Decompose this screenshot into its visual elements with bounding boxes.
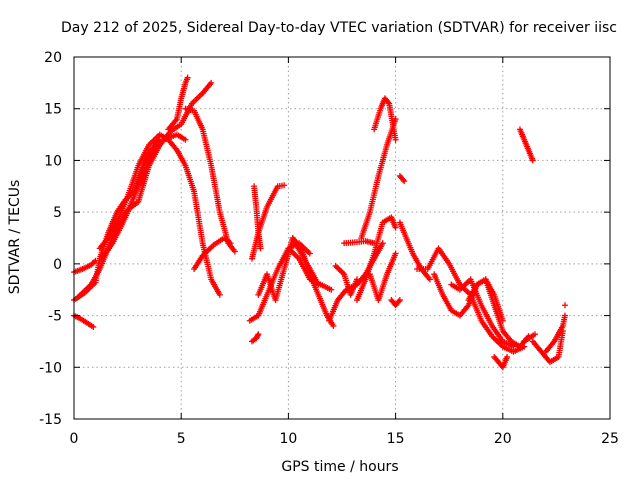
series-track-06 [98, 131, 189, 262]
data-point [504, 353, 511, 360]
data-point [91, 259, 98, 266]
plot-frame [73, 56, 611, 420]
series-track-19 [332, 262, 361, 298]
data-point [336, 267, 343, 274]
series-track-28 [431, 271, 506, 324]
data-point [333, 264, 340, 271]
data-point [315, 281, 322, 288]
data-point [400, 176, 407, 183]
y-tick-label: -10 [39, 360, 62, 376]
x-tick-label: 25 [601, 431, 619, 447]
y-tick-label: 20 [44, 50, 62, 66]
data-point [561, 302, 568, 309]
data-point [332, 262, 339, 269]
series-track-10 [248, 182, 288, 262]
series-track-07 [165, 74, 191, 133]
series-track-14 [255, 235, 337, 329]
data-point [184, 74, 191, 81]
data-point [216, 291, 223, 298]
data-point [257, 245, 264, 252]
y-tick-label: -15 [39, 412, 62, 428]
x-tick-label: 20 [494, 431, 512, 447]
y-tick-label: 15 [44, 102, 62, 118]
data-point [354, 276, 361, 283]
data-point [392, 224, 399, 231]
series-track-13 [248, 331, 262, 345]
chart-title: Day 212 of 2025, Sidereal Day-to-day VTE… [61, 20, 617, 36]
data-point [306, 250, 313, 257]
series-track-32 [516, 126, 536, 164]
series-track-16 [289, 235, 322, 288]
series-track-31 [491, 353, 511, 371]
series-track-26 [396, 219, 433, 283]
series-track-34 [542, 312, 568, 355]
y-tick-labels: -15 -10 -5 0 5 10 15 20 [39, 50, 62, 428]
series-track-24 [388, 297, 403, 309]
data-point [255, 331, 262, 338]
y-tick-label: 10 [44, 153, 62, 169]
data-point [227, 240, 234, 247]
data-point [254, 332, 261, 339]
series-track-02 [71, 257, 99, 276]
data-point [396, 297, 403, 304]
series-track-09 [191, 235, 234, 273]
data-point [561, 312, 568, 319]
x-tick-label: 10 [279, 431, 297, 447]
series-track-23 [366, 250, 399, 304]
y-axis-label: SDTVAR / TECUs [7, 180, 23, 295]
y-tick-label: -5 [48, 309, 62, 325]
data-point [379, 240, 386, 247]
data-point [531, 331, 538, 338]
grid-lines [74, 57, 610, 419]
data-point [426, 276, 433, 283]
series-track-22 [371, 95, 399, 143]
x-tick-label: 15 [387, 431, 405, 447]
series-track-11 [251, 183, 264, 252]
axis-ticks [73, 56, 611, 420]
data-point [392, 136, 399, 143]
data-point [330, 322, 337, 329]
x-tick-labels: 0 5 10 15 20 25 [70, 431, 619, 447]
data-point [208, 79, 215, 86]
data-point [231, 248, 238, 255]
data-point [328, 286, 335, 293]
data-point [182, 136, 189, 143]
data-point [401, 178, 408, 185]
series-track-20 [354, 214, 399, 304]
series-track-21 [358, 116, 399, 241]
series-track-27 [414, 245, 528, 355]
data-point [385, 99, 392, 106]
y-tick-label: 5 [53, 205, 62, 221]
series-track-18 [341, 238, 378, 247]
data-point [90, 323, 97, 330]
data-point [281, 182, 288, 189]
data-point [338, 268, 345, 275]
x-axis-label: GPS time / hours [281, 459, 398, 475]
data-point [335, 265, 342, 272]
series-track-35 [521, 331, 538, 345]
series-track-30 [465, 276, 532, 350]
series-track-36 [561, 302, 568, 309]
data-point [392, 250, 399, 257]
data-point [529, 157, 536, 164]
x-tick-label: 0 [70, 431, 79, 447]
data-point [395, 298, 402, 305]
data-marks [71, 74, 568, 371]
y-tick-label: 0 [53, 257, 62, 273]
series-track-25 [396, 172, 408, 185]
x-tick-label: 5 [177, 431, 186, 447]
